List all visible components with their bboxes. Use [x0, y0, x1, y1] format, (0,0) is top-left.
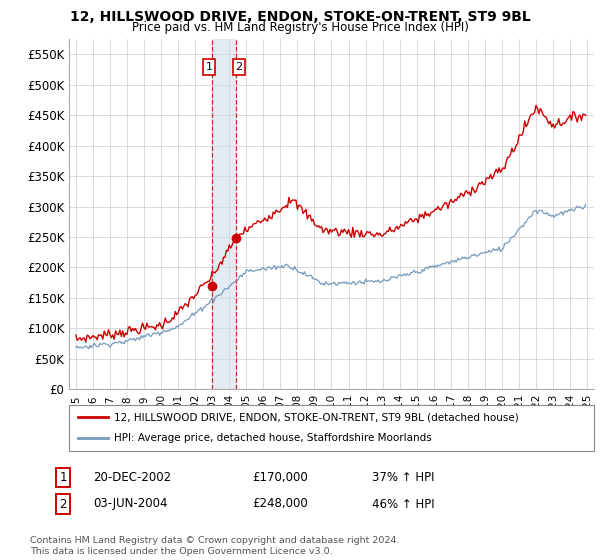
Text: 03-JUN-2004: 03-JUN-2004	[93, 497, 167, 511]
Text: 2: 2	[235, 62, 242, 72]
Text: HPI: Average price, detached house, Staffordshire Moorlands: HPI: Average price, detached house, Staf…	[114, 433, 432, 444]
Text: £248,000: £248,000	[252, 497, 308, 511]
Text: Price paid vs. HM Land Registry's House Price Index (HPI): Price paid vs. HM Land Registry's House …	[131, 21, 469, 34]
Bar	[212, 39, 236, 389]
Text: 12, HILLSWOOD DRIVE, ENDON, STOKE-ON-TRENT, ST9 9BL: 12, HILLSWOOD DRIVE, ENDON, STOKE-ON-TRE…	[70, 10, 530, 24]
Text: 12, HILLSWOOD DRIVE, ENDON, STOKE-ON-TRENT, ST9 9BL (detached house): 12, HILLSWOOD DRIVE, ENDON, STOKE-ON-TRE…	[114, 412, 519, 422]
Text: 20-DEC-2002: 20-DEC-2002	[93, 471, 171, 484]
Text: 46% ↑ HPI: 46% ↑ HPI	[372, 497, 434, 511]
Text: Contains HM Land Registry data © Crown copyright and database right 2024.
This d: Contains HM Land Registry data © Crown c…	[30, 536, 400, 556]
Text: £170,000: £170,000	[252, 471, 308, 484]
Text: 2: 2	[59, 497, 67, 511]
Text: 1: 1	[59, 471, 67, 484]
Text: 37% ↑ HPI: 37% ↑ HPI	[372, 471, 434, 484]
Text: 1: 1	[205, 62, 212, 72]
